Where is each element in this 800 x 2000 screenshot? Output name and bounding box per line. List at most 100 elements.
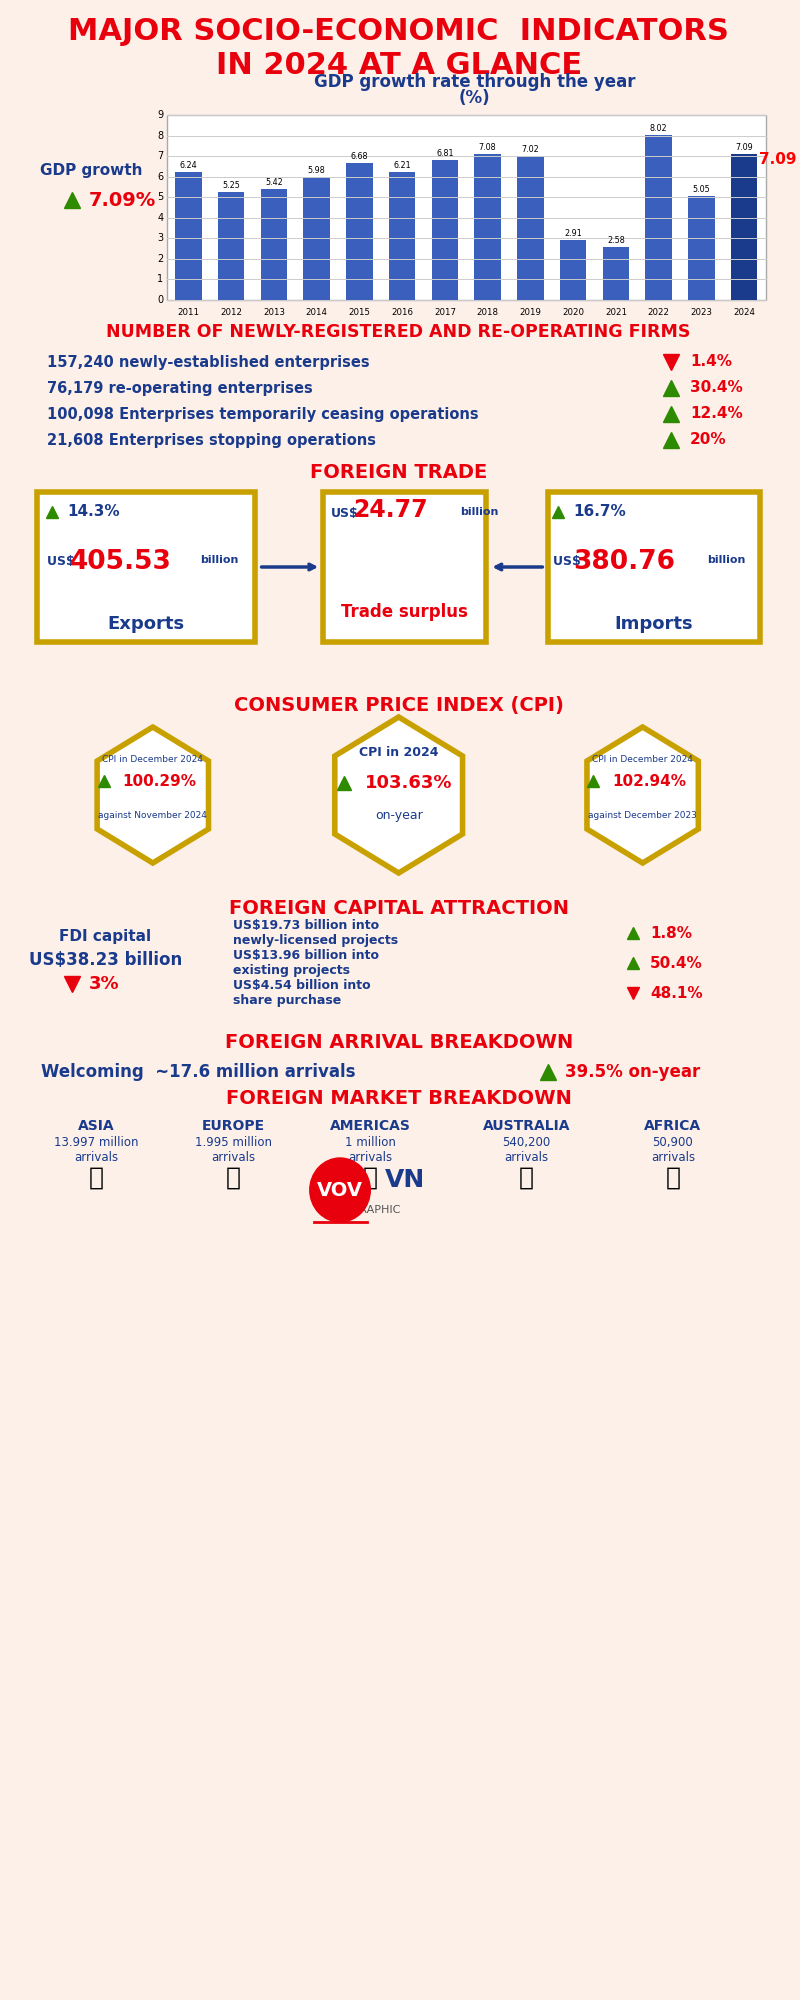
Text: MAJOR SOCIO-ECONOMIC  INDICATORS: MAJOR SOCIO-ECONOMIC INDICATORS	[68, 18, 729, 46]
Text: US$13.96 billion into
existing projects: US$13.96 billion into existing projects	[233, 950, 379, 976]
Text: 13.997 million
arrivals: 13.997 million arrivals	[54, 1136, 138, 1164]
Text: US$: US$	[330, 508, 358, 520]
Text: 8.02: 8.02	[650, 124, 667, 134]
FancyBboxPatch shape	[474, 154, 501, 300]
FancyBboxPatch shape	[602, 246, 629, 300]
Text: US$19.73 billion into
newly-licensed projects: US$19.73 billion into newly-licensed pro…	[233, 920, 398, 948]
Text: 2020: 2020	[562, 308, 584, 316]
FancyBboxPatch shape	[323, 492, 486, 642]
FancyBboxPatch shape	[38, 492, 255, 642]
Text: 4: 4	[157, 212, 163, 222]
Text: 2016: 2016	[391, 308, 413, 316]
Text: 16.7%: 16.7%	[574, 504, 626, 520]
Text: 2019: 2019	[519, 308, 542, 316]
FancyBboxPatch shape	[646, 136, 672, 300]
Text: 2012: 2012	[220, 308, 242, 316]
Text: against December 2023: against December 2023	[588, 810, 697, 820]
FancyBboxPatch shape	[303, 178, 330, 300]
Text: 12.4%: 12.4%	[690, 406, 742, 422]
Text: ASIA: ASIA	[78, 1120, 114, 1132]
FancyBboxPatch shape	[560, 240, 586, 300]
Text: 157,240 newly-established enterprises: 157,240 newly-established enterprises	[47, 354, 370, 370]
Text: 7: 7	[157, 152, 163, 162]
Text: 2014: 2014	[306, 308, 328, 316]
Text: AUSTRALIA: AUSTRALIA	[482, 1120, 570, 1132]
Text: 6.81: 6.81	[436, 150, 454, 158]
Text: 0: 0	[157, 294, 163, 304]
Text: 2024: 2024	[733, 308, 755, 316]
Text: FOREIGN TRADE: FOREIGN TRADE	[310, 462, 487, 482]
Circle shape	[310, 1158, 370, 1222]
Text: 1.995 million
arrivals: 1.995 million arrivals	[194, 1136, 272, 1164]
Text: FDI capital: FDI capital	[59, 928, 152, 944]
Text: FOREIGN ARRIVAL BREAKDOWN: FOREIGN ARRIVAL BREAKDOWN	[225, 1032, 573, 1052]
Text: CPI in 2024: CPI in 2024	[359, 746, 438, 760]
Polygon shape	[97, 726, 209, 864]
Text: 2023: 2023	[690, 308, 713, 316]
FancyBboxPatch shape	[389, 172, 415, 300]
Text: on-year: on-year	[374, 808, 422, 822]
Text: 100.29%: 100.29%	[122, 774, 197, 788]
Text: 2021: 2021	[605, 308, 627, 316]
Text: 50,900
arrivals: 50,900 arrivals	[651, 1136, 695, 1164]
FancyBboxPatch shape	[517, 156, 544, 300]
Text: EUROPE: EUROPE	[202, 1120, 265, 1132]
Text: 3: 3	[157, 234, 163, 244]
Text: NUMBER OF NEWLY-REGISTERED AND RE-OPERATING FIRMS: NUMBER OF NEWLY-REGISTERED AND RE-OPERAT…	[106, 322, 691, 340]
FancyBboxPatch shape	[261, 188, 287, 300]
Text: 21,608 Enterprises stopping operations: 21,608 Enterprises stopping operations	[47, 432, 376, 448]
Text: 24.77: 24.77	[354, 498, 428, 522]
FancyBboxPatch shape	[175, 172, 202, 300]
Text: against November 2024: against November 2024	[98, 810, 207, 820]
Text: 14.3%: 14.3%	[68, 504, 120, 520]
Text: IN 2024 AT A GLANCE: IN 2024 AT A GLANCE	[216, 50, 582, 80]
Text: 🔥: 🔥	[89, 1166, 103, 1190]
Text: 39.5% on-year: 39.5% on-year	[565, 1064, 700, 1080]
Text: 5.42: 5.42	[265, 178, 282, 186]
Text: 2022: 2022	[648, 308, 670, 316]
Text: 2013: 2013	[263, 308, 285, 316]
FancyBboxPatch shape	[432, 160, 458, 300]
Text: US$38.23 billion: US$38.23 billion	[29, 952, 182, 970]
Text: 🐚: 🐚	[519, 1166, 534, 1190]
Text: 76,179 re-operating enterprises: 76,179 re-operating enterprises	[47, 380, 313, 396]
Text: 8: 8	[157, 130, 163, 140]
Text: 1: 1	[157, 274, 163, 284]
Text: 2.91: 2.91	[564, 230, 582, 238]
Polygon shape	[334, 718, 462, 872]
Text: VN: VN	[385, 1168, 425, 1192]
Text: 🐘: 🐘	[666, 1166, 680, 1190]
Text: 7.09%: 7.09%	[89, 190, 156, 210]
Text: 1.4%: 1.4%	[690, 354, 732, 370]
Text: US$: US$	[553, 556, 585, 568]
Text: FOREIGN MARKET BREAKDOWN: FOREIGN MARKET BREAKDOWN	[226, 1088, 572, 1108]
Text: AMERICAS: AMERICAS	[330, 1120, 410, 1132]
Text: 5: 5	[157, 192, 163, 202]
Text: 100,098 Enterprises temporarily ceasing operations: 100,098 Enterprises temporarily ceasing …	[47, 406, 478, 422]
Text: 2.58: 2.58	[607, 236, 625, 244]
Text: 5.98: 5.98	[308, 166, 326, 176]
Text: 102.94%: 102.94%	[612, 774, 686, 788]
Text: 30.4%: 30.4%	[690, 380, 742, 396]
Text: Imports: Imports	[614, 616, 694, 632]
Text: CPI in December 2024: CPI in December 2024	[592, 754, 693, 764]
FancyBboxPatch shape	[167, 114, 766, 300]
Text: VOV: VOV	[317, 1180, 363, 1200]
Text: 50.4%: 50.4%	[650, 956, 703, 970]
Text: 3%: 3%	[89, 976, 119, 992]
Text: AFRICA: AFRICA	[644, 1120, 702, 1132]
Text: US$4.54 billion into
share purchase: US$4.54 billion into share purchase	[233, 978, 371, 1008]
Text: 6: 6	[157, 172, 163, 182]
Text: Trade surplus: Trade surplus	[341, 604, 468, 620]
Text: billion: billion	[460, 506, 498, 516]
FancyBboxPatch shape	[218, 192, 244, 300]
Text: CPI in December 2024: CPI in December 2024	[102, 754, 203, 764]
Text: 103.63%: 103.63%	[365, 774, 452, 792]
Text: 🚗: 🚗	[363, 1166, 378, 1190]
Text: 6.68: 6.68	[350, 152, 368, 160]
Text: 6.24: 6.24	[179, 160, 197, 170]
Text: FOREIGN CAPITAL ATTRACTION: FOREIGN CAPITAL ATTRACTION	[229, 898, 569, 918]
Text: 1.8%: 1.8%	[650, 926, 692, 940]
Text: 2018: 2018	[477, 308, 498, 316]
Text: billion: billion	[707, 554, 746, 564]
